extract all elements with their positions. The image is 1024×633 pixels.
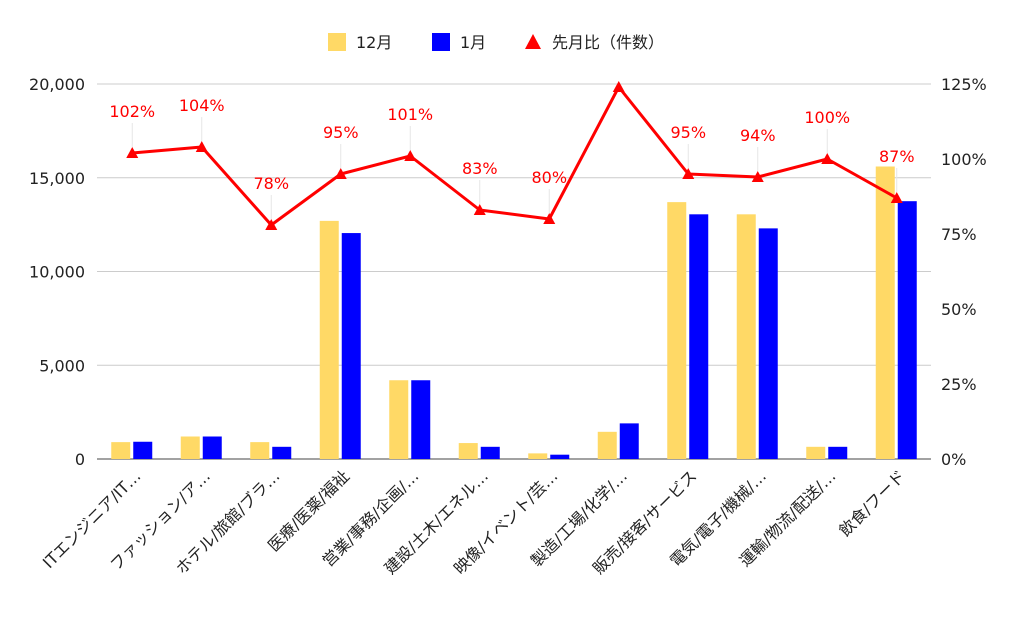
- ratio-line: [126, 81, 903, 230]
- left-tick-label: 10,000: [29, 263, 85, 282]
- ratio-data-label: 80%: [531, 168, 567, 187]
- right-tick-label: 0%: [941, 450, 966, 469]
- bar-jan: [689, 214, 709, 459]
- legend-swatch: [432, 33, 450, 51]
- category-label: 飲食/フード: [835, 466, 909, 540]
- legend-label: 1月: [460, 33, 486, 52]
- bar-dec: [180, 436, 200, 459]
- bars: [111, 166, 917, 459]
- ratio-marker: [543, 213, 556, 224]
- bar-jan: [480, 446, 500, 459]
- ratio-marker: [473, 204, 486, 215]
- ratio-marker: [334, 168, 347, 179]
- bar-jan: [411, 380, 431, 459]
- legend-label: 先月比（件数）: [552, 33, 664, 52]
- left-tick-label: 5,000: [39, 356, 85, 375]
- bar-dec: [597, 431, 617, 459]
- ratio-marker: [265, 219, 278, 230]
- ratio-data-label: 83%: [462, 159, 498, 178]
- bar-jan: [550, 454, 570, 459]
- legend-swatch: [525, 34, 541, 49]
- bar-dec: [667, 202, 687, 459]
- ratio-data-label: 95%: [323, 123, 359, 142]
- ratio-data-label: 95%: [670, 123, 706, 142]
- bar-jan: [619, 423, 639, 459]
- right-tick-label: 100%: [941, 150, 987, 169]
- ratio-data-label: 94%: [740, 126, 776, 145]
- ratio-data-label: 102%: [109, 102, 155, 121]
- left-tick-label: 20,000: [29, 75, 85, 94]
- bar-dec: [250, 442, 270, 459]
- right-tick-label: 25%: [941, 375, 977, 394]
- right-tick-label: 50%: [941, 300, 977, 319]
- bar-dec: [319, 220, 339, 459]
- bar-dec: [389, 380, 409, 459]
- bar-dec: [875, 166, 895, 459]
- ratio-polyline: [132, 85, 898, 227]
- left-tick-label: 0: [75, 450, 85, 469]
- bar-jan: [341, 233, 361, 459]
- bar-dec: [528, 453, 548, 459]
- bar-jan: [758, 228, 778, 459]
- ratio-data-label: 78%: [253, 174, 289, 193]
- ratio-marker: [126, 147, 139, 158]
- ratio-data-label: 87%: [879, 147, 915, 166]
- ratio-data-label: 100%: [804, 108, 850, 127]
- bar-dec: [111, 442, 131, 459]
- bar-dec: [736, 214, 756, 459]
- legend-swatch: [328, 33, 346, 51]
- left-tick-label: 15,000: [29, 169, 85, 188]
- right-axis: 0% 25% 50% 75% 100% 125%: [941, 75, 987, 469]
- legend-label: 12月: [356, 33, 392, 52]
- data-labels: 102% 104% 78% 95% 101% 83% 80% 95% 94% 100% 87%: [109, 96, 915, 219]
- ratio-marker: [890, 192, 903, 203]
- ratio-marker: [612, 81, 625, 92]
- ratio-marker: [682, 168, 695, 179]
- bar-jan: [133, 441, 153, 459]
- gridlines: [97, 83, 931, 460]
- ratio-marker: [751, 171, 764, 182]
- bar-jan: [828, 446, 848, 459]
- bar-dec: [458, 443, 478, 459]
- right-tick-label: 125%: [941, 75, 987, 94]
- category-labels: ITエンジニア/IT…ファッション/ア…ホテル/旅館/ブラ…医療/医薬/福祉営業…: [39, 466, 909, 578]
- bar-jan: [272, 446, 292, 459]
- ratio-marker: [195, 141, 208, 152]
- legend: 12月 1月 先月比（件数）: [328, 33, 664, 52]
- ratio-data-label: 101%: [387, 105, 433, 124]
- bar-dec: [806, 446, 826, 459]
- ratio-marker: [821, 153, 834, 164]
- bar-jan: [202, 436, 222, 459]
- ratio-data-label: 104%: [179, 96, 225, 115]
- bar-jan: [897, 201, 917, 459]
- left-axis: 0 5,000 10,000 15,000 20,000: [29, 75, 85, 469]
- ratio-marker: [404, 150, 417, 161]
- right-tick-label: 75%: [941, 225, 977, 244]
